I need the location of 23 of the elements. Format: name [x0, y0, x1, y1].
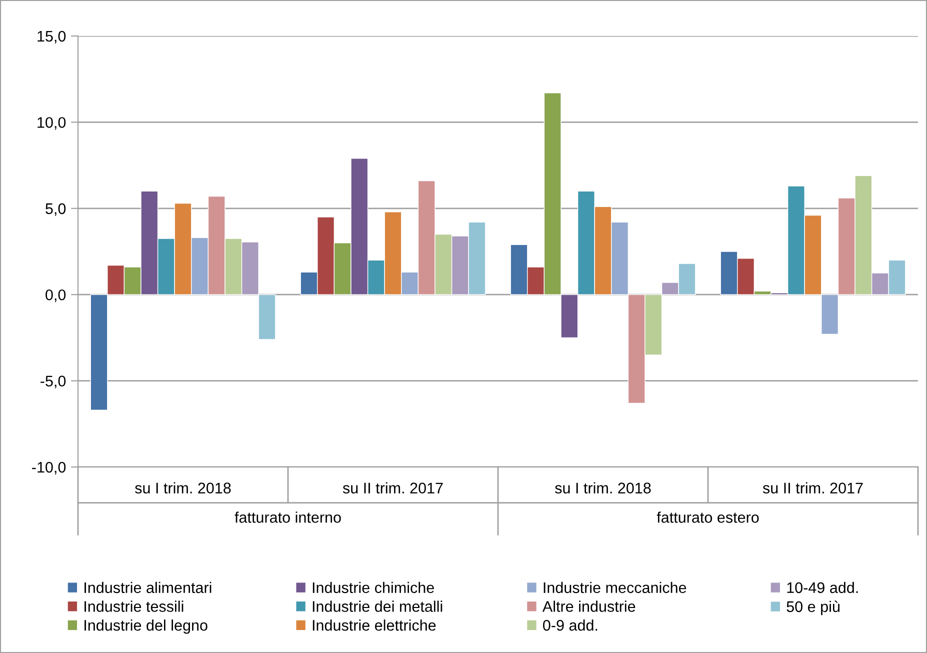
legend-label: 0-9 add.	[543, 620, 598, 631]
legend-label: Industrie del legno	[84, 620, 208, 634]
legend-label: Industrie alimentari	[84, 582, 212, 594]
x-tick-label: su II trim. 2017	[342, 482, 443, 494]
y-tick-label: -5,0	[40, 376, 66, 388]
x-tick-label: su I trim. 2018	[555, 482, 651, 494]
legend-label: Industrie chimiche	[312, 582, 434, 594]
y-tick-label: -10,0	[32, 462, 66, 474]
legend-label: Altre industrie	[542, 600, 636, 612]
x-tick-label: su II trim. 2017	[762, 482, 863, 494]
legend-label: Industrie dei metalli	[312, 600, 442, 612]
legend-label: 10-49 add.	[787, 582, 858, 594]
legend-label: Industrie elettriche	[312, 620, 436, 631]
legend-label: Industrie tessili	[84, 600, 184, 612]
text: fatturato interno	[234, 512, 341, 523]
y-tick-label: 5,0	[46, 203, 66, 216]
legend-label: 50 e più	[786, 600, 840, 616]
legend-label: Industrie meccaniche	[544, 582, 686, 594]
y-tick-label: 15,0	[38, 30, 66, 44]
x-tick-label: su I trim. 2018	[135, 482, 231, 494]
text: fatturato estero	[656, 512, 759, 523]
y-tick-label: 10,0	[38, 117, 66, 130]
y-tick-label: 0,0	[46, 289, 66, 302]
